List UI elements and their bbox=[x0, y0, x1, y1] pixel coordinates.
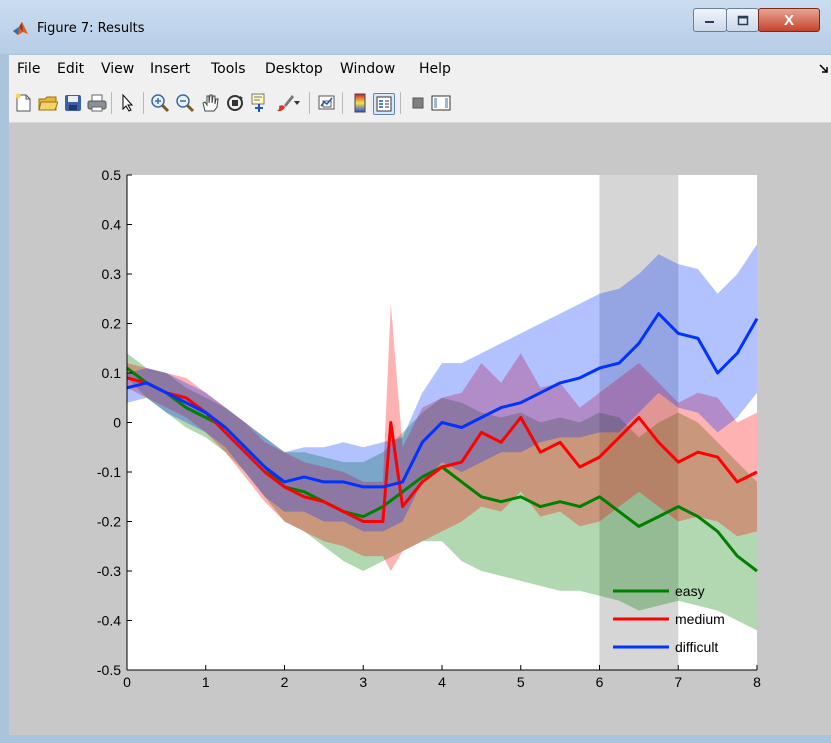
menu-edit[interactable]: Edit bbox=[57, 61, 85, 77]
y-tick-label: 0 bbox=[113, 415, 121, 431]
hide-plot-tools-icon[interactable] bbox=[407, 92, 429, 114]
difficult-line bbox=[126, 312, 759, 489]
brush-dropdown-icon[interactable] bbox=[292, 92, 304, 114]
confidence-bands bbox=[127, 244, 757, 631]
legend-label-difficult: difficult bbox=[675, 639, 718, 655]
x-tick-label: 1 bbox=[202, 674, 210, 690]
open-file-icon[interactable] bbox=[37, 92, 59, 114]
show-plot-tools-icon[interactable] bbox=[430, 92, 452, 114]
x-tick-label: 0 bbox=[123, 674, 131, 690]
minimize-button[interactable] bbox=[693, 8, 727, 32]
close-button[interactable]: X bbox=[758, 8, 820, 32]
y-tick-label: 0.3 bbox=[102, 266, 122, 282]
window-title: Figure 7: Results bbox=[37, 21, 145, 36]
menu-tools[interactable]: Tools bbox=[211, 61, 246, 77]
y-tick-label: -0.2 bbox=[97, 514, 121, 530]
menu-view[interactable]: View bbox=[101, 61, 135, 77]
y-tick-label: 0.5 bbox=[102, 167, 122, 183]
pan-hand-icon[interactable] bbox=[199, 92, 221, 114]
series-lines bbox=[126, 312, 759, 573]
legend[interactable]: easy medium difficult bbox=[613, 583, 725, 655]
rotate-3d-icon[interactable] bbox=[224, 92, 246, 114]
y-tick-label: 0.1 bbox=[102, 365, 122, 381]
y-tick-label: -0.4 bbox=[97, 613, 121, 629]
print-icon[interactable] bbox=[86, 92, 108, 114]
legend-label-medium: medium bbox=[675, 611, 725, 627]
legend-label-easy: easy bbox=[675, 583, 705, 599]
legend-icon[interactable] bbox=[373, 93, 395, 115]
y-tick-label: -0.3 bbox=[97, 563, 121, 579]
toolbar-separator bbox=[309, 92, 310, 114]
x-tick-label: 7 bbox=[674, 674, 682, 690]
link-plot-icon[interactable] bbox=[316, 92, 338, 114]
y-tick-label: 0.2 bbox=[102, 316, 122, 332]
maximize-button[interactable] bbox=[726, 8, 759, 32]
minimize-icon bbox=[705, 21, 714, 23]
toolbar-separator bbox=[342, 92, 343, 114]
x-tick-label: 6 bbox=[596, 674, 604, 690]
figure-canvas: 0.5 0.4 0.3 0.2 0.1 0 -0.1 -0.2 -0.3 -0.4 -0.5 0 1 2 3… bbox=[9, 123, 831, 735]
title-bar[interactable]: Figure 7: Results X bbox=[0, 0, 831, 54]
brush-icon[interactable] bbox=[274, 92, 296, 114]
x-tick-label: 5 bbox=[517, 674, 525, 690]
zoom-in-icon[interactable] bbox=[149, 92, 171, 114]
medium-confidence-band bbox=[127, 303, 757, 571]
results-plot[interactable]: 0.50.40.30.20.10-0.1-0.2-0.3-0.4-0.50 1 2 3… bbox=[9, 123, 831, 735]
y-tick-label: 0.4 bbox=[102, 217, 122, 233]
easy-confidence-band bbox=[127, 353, 757, 631]
toolbar-separator bbox=[400, 92, 401, 114]
y-tick-label: -0.5 bbox=[97, 662, 121, 678]
menu-help[interactable]: Help bbox=[419, 61, 451, 77]
matlab-logo-icon bbox=[13, 22, 28, 35]
x-tick-label: 4 bbox=[438, 674, 446, 690]
toolbar-separator bbox=[143, 92, 144, 114]
zoom-out-icon[interactable] bbox=[174, 92, 196, 114]
data-cursor-icon[interactable] bbox=[249, 92, 271, 114]
x-tick-label: 8 bbox=[753, 674, 761, 690]
close-icon: X bbox=[783, 11, 794, 29]
menu-desktop[interactable]: Desktop bbox=[265, 61, 323, 77]
difficult-confidence-band bbox=[127, 244, 757, 532]
y-tick-label: -0.1 bbox=[97, 464, 121, 480]
toolbar bbox=[9, 84, 831, 123]
menu-insert[interactable]: Insert bbox=[150, 61, 191, 77]
save-icon[interactable] bbox=[62, 92, 84, 114]
maximize-icon bbox=[737, 15, 748, 25]
colorbar-icon[interactable] bbox=[349, 92, 371, 114]
x-tick-label: 2 bbox=[281, 674, 289, 690]
menu-bar: File Edit View Insert Tools Desktop Wind… bbox=[9, 55, 831, 84]
select-arrow-icon[interactable] bbox=[117, 92, 139, 114]
axis-ticks: 0.50.40.30.20.10-0.1-0.2-0.3-0.4-0.50 1 2 3… bbox=[97, 167, 761, 690]
toolbar-separator bbox=[111, 92, 112, 114]
highlight-span bbox=[599, 175, 679, 670]
medium-line bbox=[126, 376, 758, 523]
dock-arrow-icon[interactable] bbox=[819, 64, 829, 74]
new-figure-icon[interactable] bbox=[12, 92, 34, 114]
menu-window[interactable]: Window bbox=[340, 61, 396, 77]
menu-file[interactable]: File bbox=[17, 61, 41, 77]
x-tick-label: 3 bbox=[359, 674, 367, 690]
